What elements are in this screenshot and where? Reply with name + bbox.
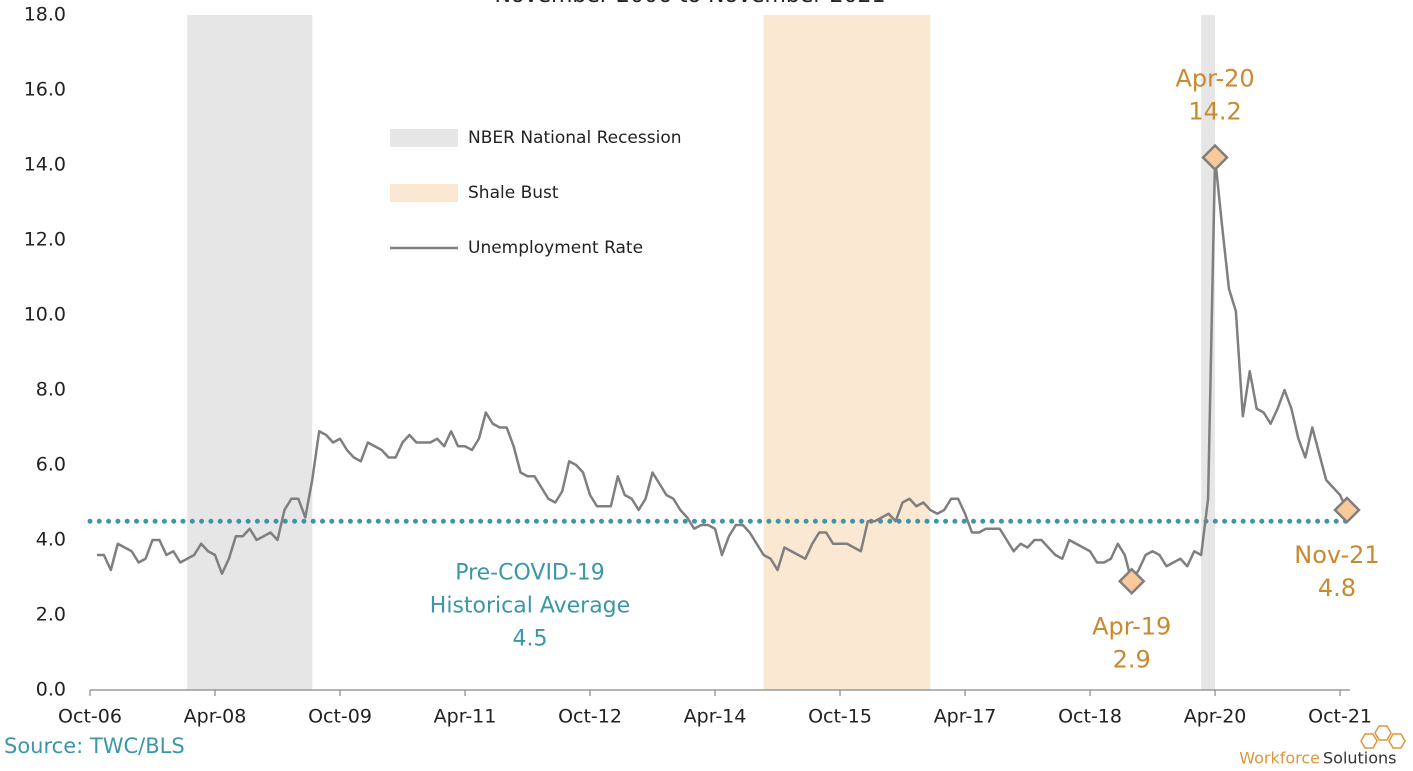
shaded-band (187, 15, 313, 690)
legend-label: Shale Bust (468, 183, 559, 203)
x-tick-label: Oct-15 (808, 706, 872, 728)
shaded-band (763, 15, 931, 690)
x-tick-label: Apr-11 (434, 706, 497, 728)
chart-subtitle: November 2006 to November 2021 (495, 0, 886, 8)
x-tick-label: Oct-12 (558, 706, 622, 728)
x-tick-label: Apr-08 (184, 706, 247, 728)
legend-swatch (390, 184, 458, 202)
x-tick-label: Oct-09 (308, 706, 372, 728)
y-tick-label: 0.0 (36, 679, 66, 701)
annotation-label: Nov-21 (1294, 541, 1379, 569)
legend: NBER National Recession Shale Bust Unemplo… (390, 128, 682, 258)
y-tick-label: 10.0 (24, 304, 66, 326)
reference-label: Historical Average (430, 593, 630, 618)
y-tick-label: 2.0 (36, 604, 66, 626)
x-tick-label: Apr-20 (1184, 706, 1247, 728)
x-tick-label: Oct-06 (58, 706, 122, 728)
y-tick-label: 16.0 (24, 79, 66, 101)
x-tick-label: Apr-14 (684, 706, 747, 728)
highlight-marker (1201, 143, 1229, 172)
source-note: Source: TWC/BLS (4, 734, 185, 758)
y-tick-label: 8.0 (36, 379, 66, 401)
reference-label: Pre-COVID-19 (455, 560, 605, 585)
annotation-label: Apr-19 (1092, 612, 1171, 640)
highlight-marker (1333, 496, 1361, 524)
x-tick-label: Apr-17 (934, 706, 997, 728)
annotation-value: 2.9 (1113, 645, 1151, 673)
legend-label: NBER National Recession (468, 128, 682, 148)
y-tick-label: 12.0 (24, 229, 66, 251)
annotation-value: 4.8 (1318, 574, 1356, 602)
logo: Workforce Solutions (1239, 725, 1406, 768)
plot-area: 0.0 2.0 4.0 6.0 8.0 10.0 12.0 14.0 16.0 18.0 Oct-0… (24, 4, 1380, 728)
y-tick-label: 14.0 (24, 154, 66, 176)
reference-value: 4.5 (513, 626, 548, 651)
annotation-label: Apr-20 (1175, 65, 1254, 93)
annotation-value: 14.2 (1188, 98, 1241, 126)
legend-swatch (390, 129, 458, 147)
legend-label: Unemployment Rate (468, 238, 643, 258)
y-tick-label: 18.0 (24, 4, 66, 26)
x-tick-label: Oct-18 (1058, 706, 1122, 728)
y-tick-label: 6.0 (36, 454, 66, 476)
data-line (96, 156, 1349, 583)
x-tick-label: Oct-21 (1308, 706, 1372, 728)
logo-text: Solutions (1323, 749, 1397, 768)
logo-text: Workforce (1239, 749, 1320, 768)
y-tick-label: 4.0 (36, 529, 66, 551)
highlight-marker (1117, 567, 1146, 596)
logo-icon (1360, 725, 1406, 749)
